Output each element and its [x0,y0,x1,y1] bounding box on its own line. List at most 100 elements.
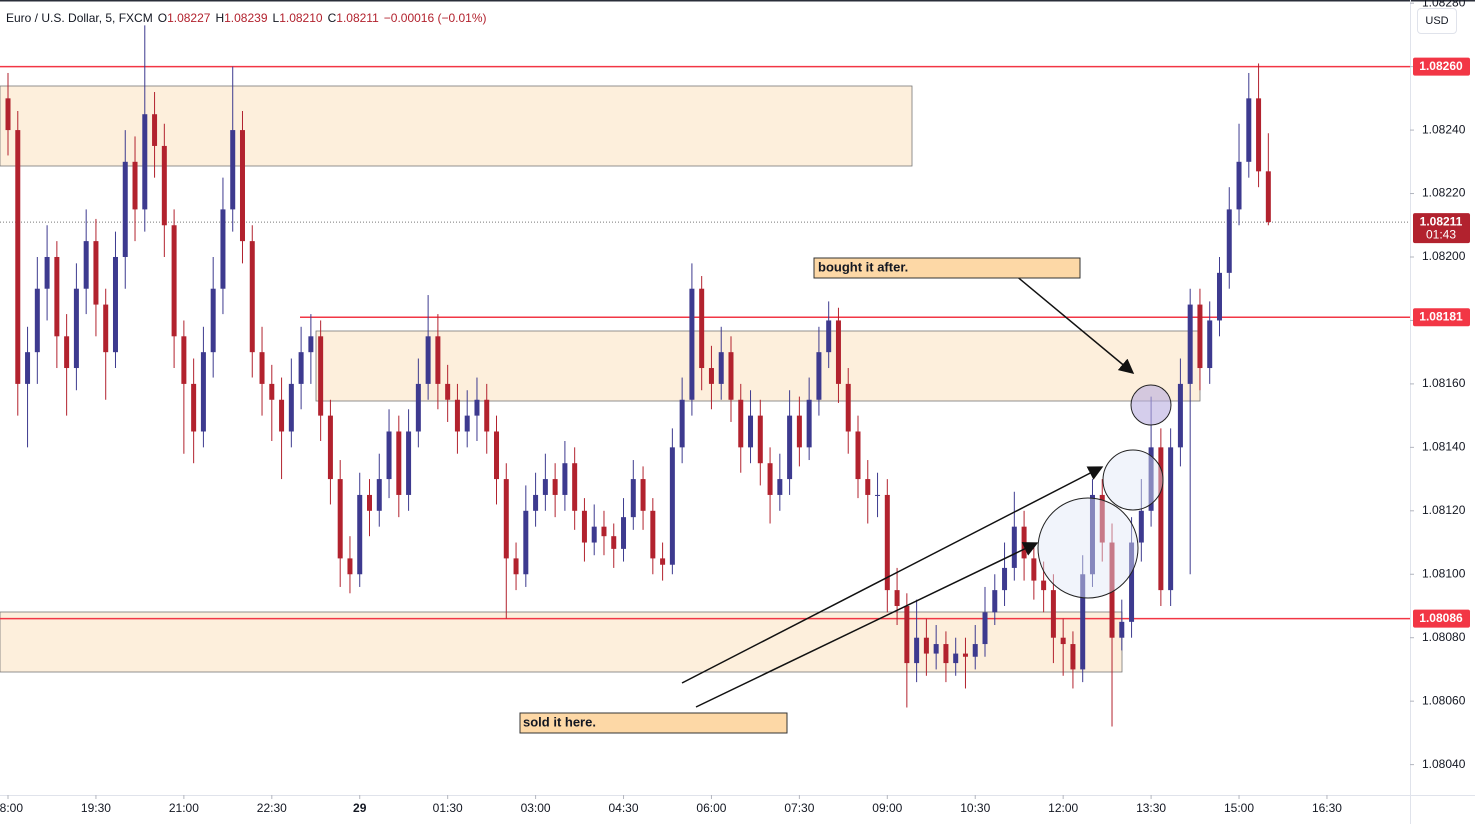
x-tick-label: 21:00 [169,801,199,815]
x-tick-label: 01:30 [433,801,463,815]
candle-body [699,288,705,369]
candle-body [884,494,890,591]
candle-body [112,256,118,353]
candle-body [181,336,187,384]
candle-body [923,637,929,654]
ohlc-label: C [327,11,337,25]
candle-body [5,98,11,131]
candle-body [347,558,353,575]
candle-body [962,653,968,657]
candle-body [562,463,568,495]
candle-body [1197,304,1203,369]
candle-body [757,415,763,464]
candle-body [640,479,646,511]
ohlc-value: 1.08239 [224,11,268,25]
candle-body [816,352,822,400]
candle-body [1070,644,1076,670]
candle-body [103,304,109,353]
candle-body [230,130,236,210]
level-tag [1413,609,1470,628]
candle-body [1119,621,1125,638]
candle-body [494,431,500,480]
y-tick-label: 1.08080 [1422,630,1466,644]
ohlc-value: 1.08210 [279,11,323,25]
candle-body [25,352,31,384]
annotation: sold it here. [523,714,596,729]
candle-body [357,494,363,575]
candle-body [1080,574,1086,670]
x-tick-label: 03:00 [521,801,551,815]
highlight-circle [1102,449,1164,511]
y-tick-label: 1.08040 [1422,757,1466,771]
y-tick-label: 1.08120 [1422,503,1466,517]
arrow [695,542,1039,708]
candle-body [435,336,441,384]
level-label: 1.08181 [1419,309,1463,323]
ohlc-label: H [215,11,225,25]
candle-body [523,510,529,575]
candle-body [1158,447,1164,591]
candle-body [1021,526,1027,559]
candle-body [513,558,519,575]
x-tick-label: 15:00 [1224,801,1254,815]
currency-button[interactable]: USD [1417,8,1457,34]
candle-body [767,463,773,495]
candle-body [1168,447,1174,591]
x-tick-label: 18:00 [0,801,23,815]
candle-body [503,479,509,559]
candle-body [748,415,754,448]
candle-body [142,114,148,210]
y-tick-label: 1.08240 [1422,122,1466,136]
candle-body [161,145,167,226]
candle-body [93,241,99,305]
candle-body [933,644,939,654]
candle-body [826,320,832,353]
candle-body [308,336,314,353]
candle-body [474,399,480,416]
symbol: Euro / U.S. Dollar, 5, FXCM [6,11,153,25]
candle-body [152,114,158,146]
candle-body [1148,447,1154,511]
note-box [813,257,1081,279]
candle-body [396,431,402,495]
annotations: bought it after. sold it here. [519,257,1172,734]
candle-body [1050,590,1056,638]
candle-body [943,644,949,664]
candle-body [454,399,460,432]
arrow [1014,274,1135,374]
candle-body [865,479,871,495]
candle-body [376,479,382,511]
candle-body [708,368,714,384]
candles [5,25,1271,727]
candle-body [904,605,910,664]
level-label: 1.08086 [1419,611,1463,625]
highlight-circle [1130,384,1172,426]
candle-body [953,653,959,664]
candle-body [601,526,607,537]
last-price-tag [1413,213,1470,244]
candle-body [1129,542,1135,622]
candle-body [1236,161,1242,210]
candle-body [572,463,578,511]
countdown: 01:43 [1426,227,1456,241]
candle-body [279,399,285,432]
candle-body [972,644,978,657]
candle-body [1099,494,1105,543]
candle-body [1187,304,1193,384]
candle-body [122,161,128,257]
candle-body [669,447,675,565]
candle-body [415,383,421,432]
candle-body [660,558,666,565]
candle-body [1089,494,1095,575]
y-tick-label: 1.08280 [1422,0,1466,9]
candle-body [777,479,783,495]
candle-body [210,288,216,353]
candle-body [718,352,724,384]
candle-body [1060,637,1066,645]
candle-body [1011,526,1017,568]
y-tick-label: 1.08220 [1422,186,1466,200]
change: −0.00016 (−0.01%) [383,11,487,25]
candle-body [689,288,695,400]
candle-body [542,479,548,495]
level-tag [1413,57,1470,76]
